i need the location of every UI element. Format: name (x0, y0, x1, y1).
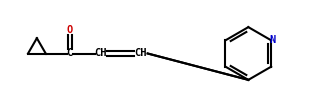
Text: CH: CH (94, 48, 107, 59)
Text: C: C (67, 48, 73, 59)
Text: N: N (270, 35, 276, 45)
Text: O: O (67, 25, 73, 35)
Text: CH: CH (134, 48, 147, 59)
